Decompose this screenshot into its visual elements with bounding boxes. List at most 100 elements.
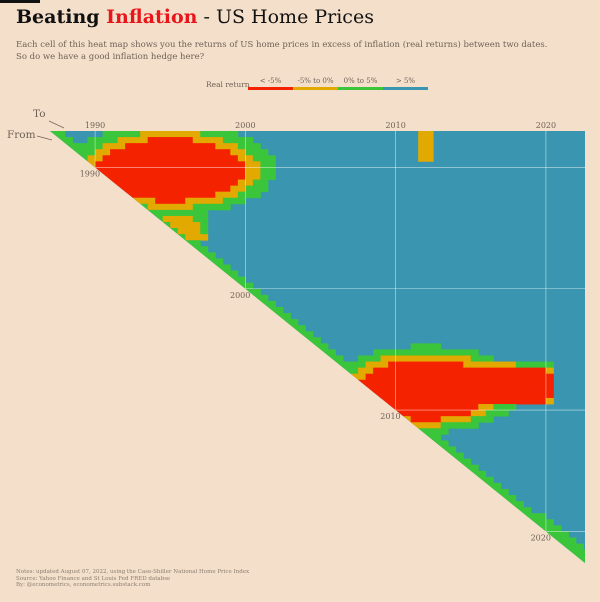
heatmap-cell — [185, 191, 194, 199]
heatmap-cell — [538, 367, 547, 375]
heatmap-cell — [312, 343, 321, 350]
heatmap-cell — [478, 410, 487, 417]
legend-swatch — [338, 87, 383, 90]
heatmap-cell — [207, 167, 216, 174]
legend-label: 0% to 5% — [343, 77, 378, 85]
heatmap-cell — [350, 367, 359, 375]
heatmap-cell — [463, 349, 472, 356]
heatmap-cell — [485, 385, 494, 393]
heatmap-cell — [207, 203, 216, 211]
heatmap-cell — [493, 397, 502, 405]
heatmap-cell — [215, 143, 224, 150]
heatmap-cell — [500, 397, 509, 405]
heatmap-cell — [267, 155, 276, 162]
y-tick-label: 1990 — [80, 169, 100, 178]
heatmap-cell — [463, 355, 472, 362]
heatmap-cell — [162, 161, 171, 168]
legend-item-0-to-5: 0% to 5% — [338, 77, 383, 91]
heatmap-cell — [388, 373, 397, 381]
heatmap-cell — [207, 131, 216, 138]
heatmap-cell — [463, 367, 472, 375]
heatmap-cell — [470, 464, 479, 472]
heatmap-cell — [478, 379, 487, 387]
y-tick-label: 2000 — [230, 291, 250, 300]
legend-item-neg5-to-0: -5% to 0% — [293, 77, 338, 91]
heatmap-cell — [328, 349, 336, 356]
heatmap-cell — [448, 367, 457, 375]
heatmap-cell — [358, 373, 366, 381]
heatmap-cell — [515, 397, 524, 405]
heatmap-cell — [222, 264, 231, 271]
heatmap-cell — [493, 391, 502, 399]
heatmap-cell — [350, 361, 359, 369]
heatmap-cell — [215, 167, 224, 174]
heatmap-cell — [373, 391, 382, 399]
heatmap-cell — [125, 173, 134, 180]
heatmap-cell — [237, 185, 246, 193]
heatmap-cell — [478, 397, 487, 405]
heatmap-cell — [433, 391, 442, 399]
heatmap-cell — [170, 228, 179, 235]
heatmap-cell — [185, 228, 194, 235]
heatmap-cell — [200, 155, 209, 162]
heatmap-cell — [583, 561, 585, 563]
heatmap-cell — [440, 404, 449, 411]
heatmap-cell — [365, 379, 374, 387]
heatmap-cell — [147, 149, 156, 156]
heatmap-cell — [297, 331, 306, 338]
heatmap-cell — [425, 355, 434, 362]
heatmap-cell — [455, 385, 464, 393]
heatmap-cell — [515, 391, 524, 399]
heatmap-cell — [500, 391, 509, 399]
heatmap-cell — [185, 131, 194, 138]
heatmap-cell — [395, 385, 404, 393]
heatmap-cell — [448, 397, 457, 405]
heatmap-cell — [358, 367, 366, 375]
heatmap-cell — [388, 349, 397, 356]
heatmap-cell — [470, 391, 479, 399]
heatmap-cell — [222, 191, 231, 199]
heatmap-cell — [185, 209, 194, 217]
heatmap-cell — [478, 404, 487, 411]
heatmap-cell — [237, 282, 246, 290]
heatmap-cell — [177, 149, 186, 156]
heatmap-cell — [493, 404, 502, 411]
heatmap-cell — [388, 367, 397, 375]
heatmap-cell — [207, 252, 216, 259]
heatmap-cell — [418, 137, 427, 144]
heatmap-cell — [170, 161, 179, 168]
heatmap-cell — [485, 410, 494, 417]
heatmap-cell — [530, 519, 539, 526]
heatmap-cell — [87, 155, 96, 162]
heatmap-cell — [410, 355, 419, 362]
heatmap-cell — [200, 191, 209, 199]
heatmap-cell — [455, 349, 464, 356]
heatmap-cell — [95, 143, 103, 150]
heatmap-cell — [553, 537, 562, 544]
heatmap-cell — [545, 379, 554, 387]
heatmap-cell — [455, 397, 464, 405]
heatmap-cell — [433, 416, 442, 423]
heatmap-cell — [192, 209, 201, 217]
heatmap-cell — [110, 161, 119, 168]
heatmap-cell — [215, 173, 224, 180]
heatmap-cell — [463, 464, 472, 472]
heatmap-cell — [470, 379, 479, 387]
heatmap-cell — [320, 343, 329, 350]
heatmap-cell — [162, 143, 171, 150]
heatmap-cell — [403, 379, 412, 387]
heatmap-cell — [478, 361, 487, 369]
heatmap-cell — [177, 173, 186, 180]
heatmap-cell — [380, 385, 389, 393]
heatmap-cell — [395, 355, 404, 362]
heatmap-cell — [237, 161, 246, 168]
heatmap-cell — [125, 155, 134, 162]
heatmap-cell — [380, 379, 389, 387]
heatmap-cell — [177, 197, 186, 205]
heatmap-cell — [478, 355, 487, 362]
heatmap-cell — [192, 215, 201, 223]
heatmap-cell — [530, 361, 539, 369]
y-tick-labels: 1990 2000 2010 2020 — [80, 169, 551, 542]
heatmap-cell — [162, 209, 171, 217]
heatmap-cell — [523, 513, 532, 520]
